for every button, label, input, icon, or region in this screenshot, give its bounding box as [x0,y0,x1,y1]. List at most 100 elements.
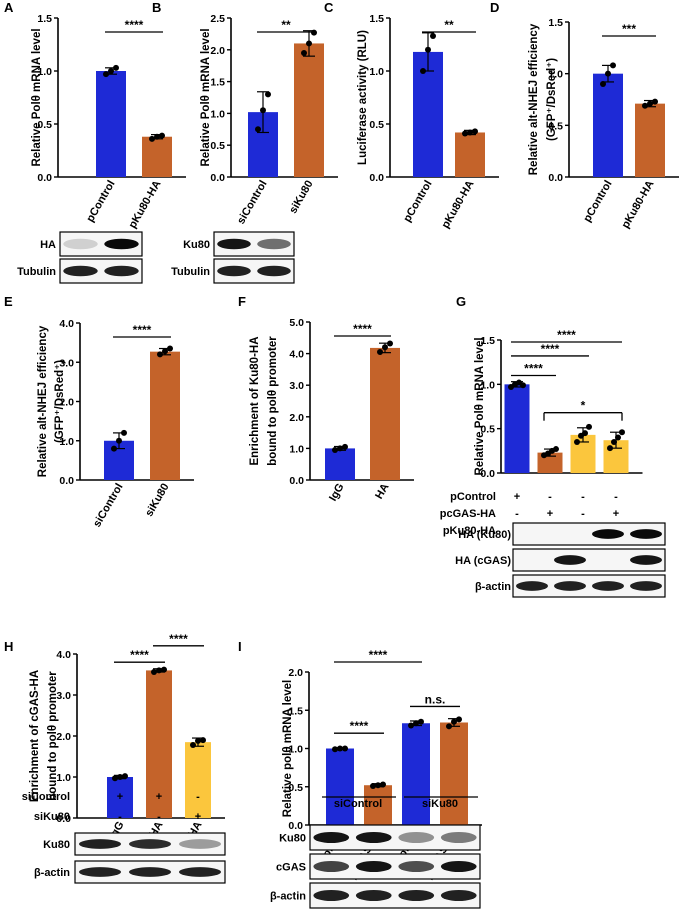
significance-label: **** [133,323,152,337]
y-tick-label: 0.0 [37,172,52,184]
blot-band [79,839,121,849]
blot-band [355,890,392,901]
data-point [647,100,653,107]
y-tick-label: 1.0 [288,744,303,756]
data-point [430,33,436,40]
bar-1 [593,73,623,177]
bar-2 [370,347,400,480]
data-point [117,774,123,780]
y-tick-label: 0.0 [56,813,71,825]
y-tick-label: 0.0 [480,468,495,480]
blot-band [440,861,477,872]
y-tick-label: 3.0 [59,357,74,369]
panel-label: C [324,0,334,15]
data-point [265,91,271,98]
data-point [611,438,617,445]
condition-name: siControl [22,791,70,803]
x-category-label: pKu80-HA [127,178,164,230]
blot-label: β-actin [34,867,70,879]
bar-4 [440,722,468,825]
y-axis-label-line2: bound to polθ promoter [47,671,59,801]
data-point [382,344,388,351]
blot-band [516,581,548,591]
significance-label: **** [541,342,560,356]
panel-label: B [152,0,161,15]
y-tick-label: 0.0 [59,475,74,487]
y-tick-label: 0.0 [548,172,563,184]
panel-label: I [238,639,242,654]
y-tick-label: 2.0 [289,412,304,424]
group-label: siControl [334,798,382,810]
blot-band [313,861,350,872]
y-tick-label: 0.0 [288,820,303,832]
blot-band [257,238,291,250]
significance-label: n.s. [425,692,446,706]
y-tick-label: 0.5 [37,119,52,131]
condition-mark: + [547,508,553,520]
x-category-label: siKu80 [143,482,171,519]
data-point [337,745,343,752]
y-tick-label: 1.5 [480,335,495,347]
data-point [413,720,419,727]
y-tick-label: 2.0 [56,731,71,743]
condition-name: siKu80 [34,811,70,823]
significance-label: ** [444,18,454,32]
panel-label: D [490,0,499,15]
data-point [446,723,452,730]
blot-label: Tubulin [171,266,210,278]
data-point [157,351,163,358]
data-point [121,429,127,436]
y-tick-label: 1.5 [210,77,225,89]
y-axis-label: Luciferase activity (RLU) [357,30,369,165]
significance-label: **** [353,322,372,336]
condition-mark: - [548,491,552,503]
y-tick-label: 1.5 [288,705,303,717]
y-tick-label: 1.5 [548,17,563,29]
significance-label: **** [524,361,543,375]
bar-1 [413,51,443,177]
y-axis-label-line2: (GFP⁺/DsRed⁺) [546,58,558,141]
data-point [151,669,157,676]
data-point [615,434,621,441]
blot-band [179,839,221,849]
blot-box [512,548,666,572]
blot-label: HA (Ku80) [458,529,511,541]
blot-label: HA (cGAS) [455,555,511,567]
condition-mark: + [613,508,619,520]
panel-label: E [4,294,13,309]
data-point [112,775,118,782]
blot-band [217,238,251,250]
data-point [156,667,162,674]
panel-label: A [4,0,14,15]
x-category-label: pControl [581,179,614,225]
blot-label: β-actin [270,891,306,903]
data-point [472,128,478,135]
data-point [380,781,386,788]
data-point [387,340,393,347]
data-point [553,446,559,453]
data-point [520,382,526,389]
data-point [154,133,160,140]
blot-band [257,265,291,277]
y-axis-label: Relative polθ mRNA level [282,680,294,817]
blot-band [592,529,624,539]
data-point [113,64,119,71]
blot-band [217,265,251,277]
data-point [108,68,114,74]
condition-mark: - [515,508,519,520]
significance-label: **** [369,648,388,662]
x-category-label: pControl [401,179,434,225]
data-point [255,126,261,133]
data-point [652,98,658,105]
blot-band [355,861,392,872]
y-axis-label: Relative Polθ mRNA level [31,28,43,166]
blot-band [440,890,477,901]
data-point [111,445,117,452]
data-point [582,430,588,437]
y-tick-label: 3.0 [289,380,304,392]
blot-band [398,890,435,901]
y-tick-label: 1.0 [59,436,74,448]
data-point [418,718,424,725]
condition-mark: - [196,791,200,803]
